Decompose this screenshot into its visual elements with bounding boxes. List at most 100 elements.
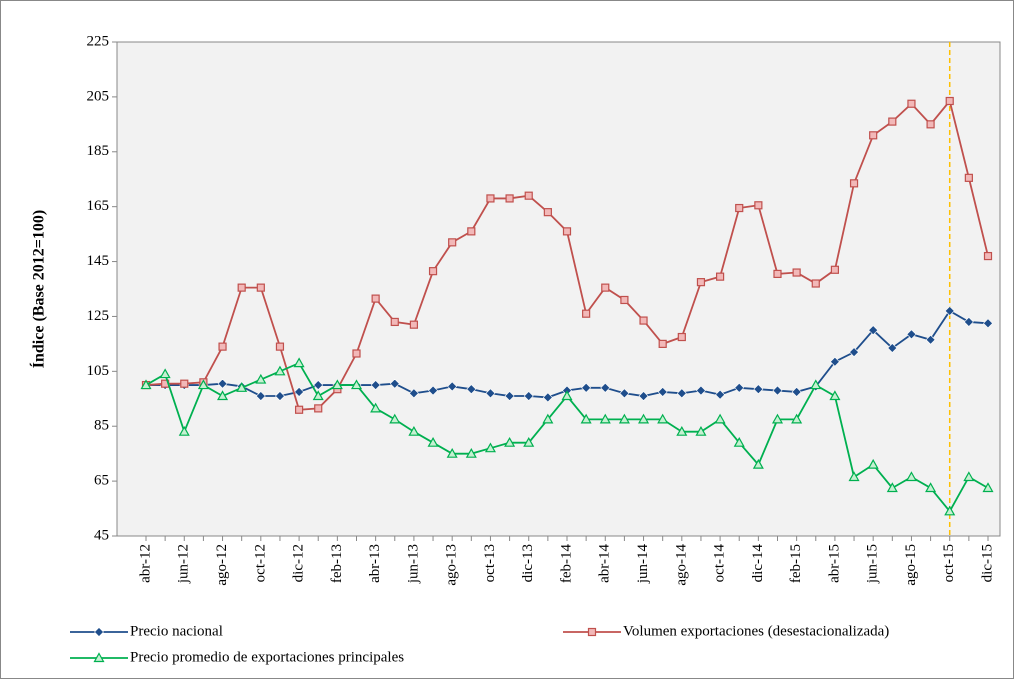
point xyxy=(944,505,956,516)
point xyxy=(963,471,975,482)
x-tick-label: feb-15 xyxy=(788,544,804,583)
point xyxy=(294,386,305,397)
point xyxy=(542,392,553,403)
point xyxy=(638,391,649,401)
point xyxy=(657,413,669,424)
point xyxy=(601,283,610,292)
point xyxy=(294,405,304,414)
x-tick-label: oct-12 xyxy=(252,544,268,582)
point xyxy=(94,627,104,637)
x-tick-label: oct-15 xyxy=(941,544,957,582)
point xyxy=(638,413,650,424)
point xyxy=(620,295,629,305)
point xyxy=(658,339,667,348)
point xyxy=(408,388,419,399)
x-tick-label: oct-13 xyxy=(482,544,498,582)
point xyxy=(178,425,190,436)
point xyxy=(543,208,552,217)
point xyxy=(905,471,917,482)
point xyxy=(868,325,879,336)
point xyxy=(925,334,936,345)
point xyxy=(983,251,993,261)
point xyxy=(370,402,382,413)
y-tick-label: 65 xyxy=(94,473,109,489)
point xyxy=(792,268,801,277)
point xyxy=(140,379,152,390)
point xyxy=(448,238,457,247)
point xyxy=(180,379,189,388)
point xyxy=(408,425,420,436)
y-tick-label: 165 xyxy=(87,198,110,214)
y-tick-label: 225 xyxy=(87,33,110,49)
point xyxy=(580,413,592,424)
x-tick-label: dic-15 xyxy=(979,544,995,582)
point xyxy=(791,413,803,424)
x-tick-label: ago-14 xyxy=(673,544,689,586)
point xyxy=(524,191,533,200)
point xyxy=(600,382,611,393)
point xyxy=(773,269,782,279)
point xyxy=(465,447,477,458)
point xyxy=(523,436,535,447)
point xyxy=(562,227,572,236)
point xyxy=(274,365,286,376)
point xyxy=(811,279,820,288)
point xyxy=(735,203,744,213)
point xyxy=(447,381,458,392)
point xyxy=(275,391,285,401)
y-tick-label: 185 xyxy=(87,143,110,159)
point xyxy=(446,447,458,458)
point xyxy=(370,380,381,390)
point xyxy=(486,194,495,203)
point xyxy=(217,390,229,401)
x-tick-label: feb-14 xyxy=(558,544,574,584)
point xyxy=(888,117,897,126)
point xyxy=(696,385,706,396)
point xyxy=(869,131,878,140)
point xyxy=(849,347,859,358)
point xyxy=(504,391,515,401)
point xyxy=(867,458,879,469)
point xyxy=(427,436,439,447)
point xyxy=(619,388,630,399)
point xyxy=(752,458,764,469)
x-tick-label: jun-13 xyxy=(405,544,421,584)
y-tick-label: 125 xyxy=(87,308,110,324)
point xyxy=(255,391,266,401)
point xyxy=(907,99,916,108)
y-tick-label: 145 xyxy=(87,253,110,269)
x-tick-label: dic-13 xyxy=(520,544,536,582)
point xyxy=(734,382,745,393)
point xyxy=(982,482,994,493)
legend-label: Volumen exportaciones (desestacionalizad… xyxy=(623,623,889,639)
point xyxy=(255,373,267,384)
point xyxy=(237,283,246,292)
point xyxy=(677,332,686,342)
point xyxy=(428,385,438,396)
point xyxy=(313,380,324,390)
point xyxy=(159,368,171,379)
point xyxy=(350,379,363,390)
point xyxy=(275,342,285,351)
point xyxy=(715,389,726,400)
point xyxy=(582,309,591,318)
point xyxy=(676,425,688,436)
point xyxy=(331,379,343,390)
point xyxy=(733,436,745,447)
point xyxy=(599,413,611,424)
point xyxy=(791,386,802,397)
y-axis-label: Índice (Base 2012=100) xyxy=(29,210,48,368)
point xyxy=(829,356,840,367)
legend-label: Precio promedio de exportaciones princip… xyxy=(130,649,404,665)
point xyxy=(581,382,592,393)
y-tick-label: 205 xyxy=(87,88,110,104)
point xyxy=(371,294,380,303)
point xyxy=(485,388,496,399)
point xyxy=(312,390,324,401)
point xyxy=(389,378,400,389)
point xyxy=(772,385,783,396)
point xyxy=(352,349,361,358)
point xyxy=(466,384,477,395)
x-tick-label: ago-15 xyxy=(903,544,919,586)
